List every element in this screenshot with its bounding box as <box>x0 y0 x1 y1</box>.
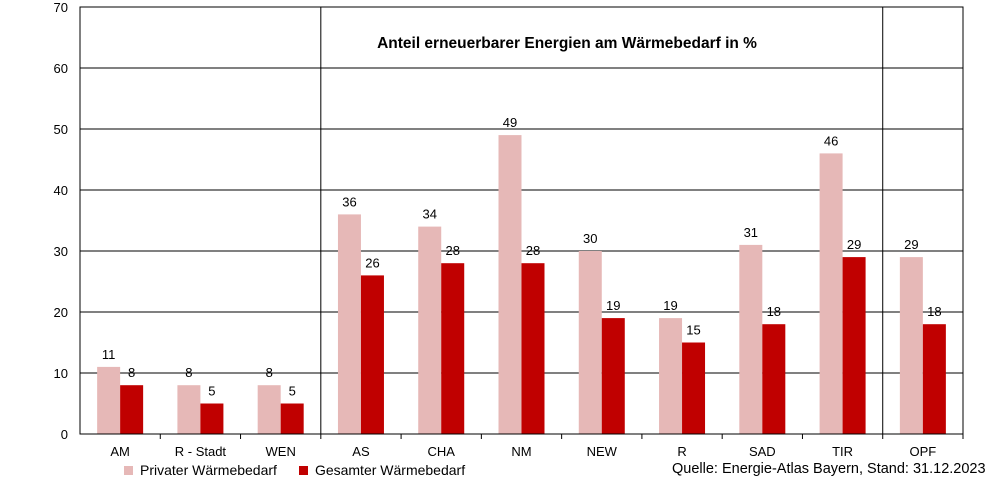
y-tick-label: 10 <box>54 366 68 381</box>
bar-gesamter <box>922 324 946 434</box>
data-label: 8 <box>185 365 192 380</box>
data-label: 28 <box>526 243 540 258</box>
data-label: 8 <box>128 365 135 380</box>
bars <box>97 135 946 434</box>
legend-label-gesamter: Gesamter Wärmebedarf <box>314 462 466 478</box>
source-note: Quelle: Energie-Atlas Bayern, Stand: 31.… <box>672 461 986 477</box>
legend-swatch-gesamter <box>298 465 308 475</box>
data-label: 11 <box>102 347 116 362</box>
bar-privater <box>498 135 522 434</box>
data-label: 46 <box>824 133 838 148</box>
bar-gesamter <box>441 263 465 434</box>
data-label: 29 <box>904 237 918 252</box>
data-label: 29 <box>847 237 861 252</box>
legend-swatch-privater <box>124 465 133 475</box>
data-labels: 11 8 8 5 8 5 36 26 34 28 49 28 30 19 19 15 31 18 46 29 29 18 <box>102 115 942 398</box>
data-label: 18 <box>767 304 781 319</box>
bar-privater <box>97 366 121 434</box>
x-tick-label: TIR <box>832 444 853 459</box>
bar-privater <box>659 318 683 434</box>
y-tick-label: 40 <box>54 183 68 198</box>
x-tick-label: NM <box>511 444 531 459</box>
y-tick-label: 30 <box>54 244 68 259</box>
data-label: 34 <box>422 207 436 222</box>
legend-item-privater: Privater Wärmebedarf <box>124 462 277 478</box>
y-tick-label: 70 <box>54 0 68 15</box>
data-label: 36 <box>342 194 356 209</box>
data-label: 26 <box>365 255 379 270</box>
y-tick-label: 50 <box>54 122 68 137</box>
data-label: 31 <box>744 225 758 240</box>
legend-item-gesamter: Gesamter Wärmebedarf <box>298 462 466 478</box>
y-tick-label: 60 <box>54 61 68 76</box>
data-label: 19 <box>663 298 677 313</box>
data-label: 15 <box>686 323 700 338</box>
legend: Privater Wärmebedarf Gesamter Wärmebedar… <box>124 462 487 478</box>
bar-gesamter <box>762 324 786 434</box>
x-tick-label: AS <box>352 444 370 459</box>
bar-privater <box>177 385 201 434</box>
bar-gesamter <box>682 342 706 434</box>
x-tick-label: R - Stadt <box>175 444 227 459</box>
data-label: 49 <box>503 115 517 130</box>
bar-privater <box>257 385 281 434</box>
bar-privater <box>739 244 763 434</box>
bar-privater <box>418 226 442 434</box>
bar-gesamter <box>280 403 304 434</box>
data-label: 18 <box>927 304 941 319</box>
x-tick-label: WEN <box>266 444 296 459</box>
data-label: 5 <box>208 384 215 399</box>
x-tick-label: OPF <box>909 444 936 459</box>
bar-gesamter <box>521 263 545 434</box>
data-label: 28 <box>445 243 459 258</box>
x-tick-label: NEW <box>587 444 618 459</box>
bar-privater <box>578 251 602 434</box>
y-tick-label: 20 <box>54 305 68 320</box>
data-label: 8 <box>266 365 273 380</box>
data-label: 5 <box>289 384 296 399</box>
data-label: 19 <box>606 298 620 313</box>
bar-gesamter <box>120 385 144 434</box>
plot-border <box>79 6 964 435</box>
x-tick-label: AM <box>110 444 130 459</box>
x-tick-label: R <box>677 444 686 459</box>
chart-title: Anteil erneuerbarer Energien am Wärmebed… <box>377 35 757 52</box>
data-label: 30 <box>583 231 597 246</box>
bar-gesamter <box>360 275 384 434</box>
bar-gesamter <box>842 257 866 434</box>
y-tick-label: 0 <box>61 427 68 442</box>
bar-privater <box>337 214 361 434</box>
bar-privater <box>899 257 923 434</box>
bar-privater <box>819 153 843 434</box>
bar-gesamter <box>601 318 625 434</box>
bar-gesamter <box>200 403 224 434</box>
x-tick-label: CHA <box>428 444 456 459</box>
axes: 0 10 20 30 40 50 60 70 AM R - Stadt WEN AS CHA NM NEW R… <box>54 0 964 459</box>
x-tick-label: SAD <box>749 444 776 459</box>
legend-label-privater: Privater Wärmebedarf <box>140 462 277 478</box>
